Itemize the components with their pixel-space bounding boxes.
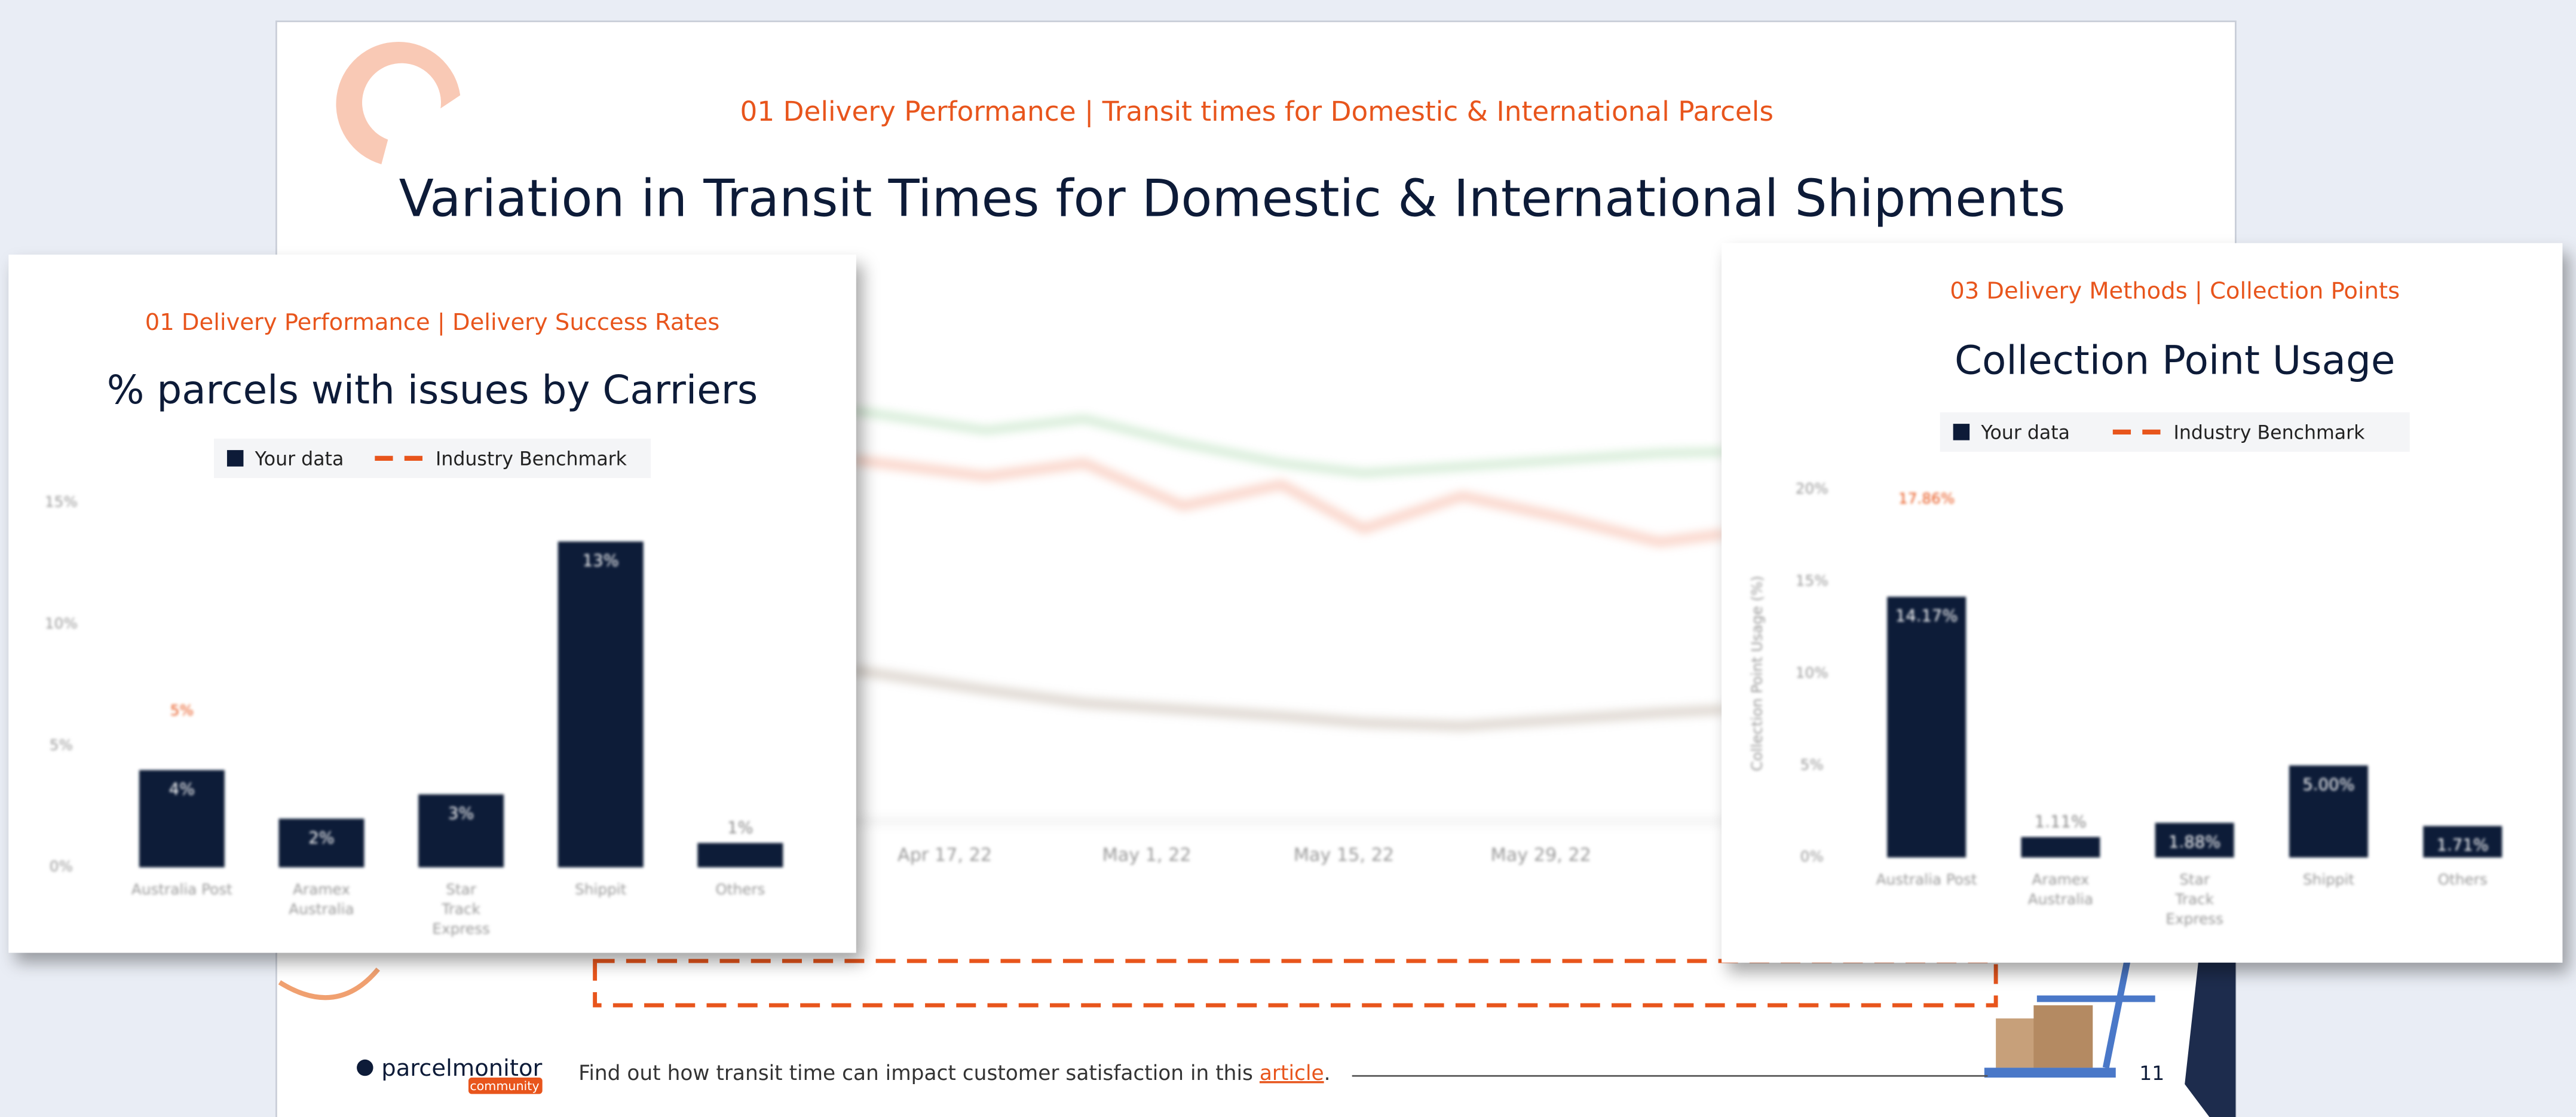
- x-tick-label: May 1, 22: [1102, 844, 1191, 865]
- box-illustration: [2033, 1005, 2093, 1067]
- data-label: 1.88%: [2168, 833, 2220, 852]
- legend-label: Industry Benchmark: [436, 449, 627, 470]
- page: {"background_slide":{"subtitle":"01 Deli…: [0, 0, 2576, 1117]
- data-label: 4%: [169, 779, 195, 798]
- y-tick-label: 20%: [1796, 480, 1828, 497]
- y-tick-label: 15%: [45, 493, 78, 510]
- data-label: 2%: [308, 828, 335, 847]
- slide-subtitle: 01 Delivery Performance | Transit times …: [740, 96, 1774, 128]
- screenshot: 01 Delivery Performance | Transit times …: [0, 0, 2576, 1117]
- y-tick-label: 5%: [50, 736, 73, 754]
- x-tick-label: Australia Post: [1876, 871, 1977, 888]
- footer-link[interactable]: article: [1260, 1061, 1324, 1085]
- benchmark-label: 17.86%: [1898, 489, 1955, 507]
- legend-swatch: [1953, 424, 1969, 440]
- footer-punctuation: .: [1324, 1061, 1331, 1085]
- legend-label: Industry Benchmark: [2174, 423, 2366, 444]
- x-tick-label: Others: [715, 881, 765, 898]
- cart-illustration: [1984, 1068, 2116, 1078]
- data-label: 1.11%: [2035, 812, 2087, 831]
- y-tick-label: 0%: [1800, 848, 1824, 865]
- data-label: 5.00%: [2302, 775, 2354, 794]
- data-label: 14.17%: [1895, 607, 1958, 626]
- x-tick-label: Apr 17, 22: [898, 844, 992, 865]
- legend-label: Your data: [1980, 423, 2070, 444]
- legend-label: Your data: [255, 449, 344, 470]
- data-label: 1.71%: [2437, 836, 2489, 855]
- y-tick-label: 0%: [50, 858, 73, 875]
- benchmark-label: 5%: [170, 702, 194, 719]
- page-number: 11: [2139, 1061, 2164, 1085]
- chart-title: Collection Point Usage: [1955, 337, 2395, 383]
- x-tick-label: Others: [2438, 871, 2488, 888]
- data-label: 3%: [448, 804, 474, 823]
- chart-title: % parcels with issues by Carriers: [107, 367, 758, 413]
- x-tick-label: Shippit: [2303, 871, 2354, 888]
- y-tick-label: 5%: [1800, 756, 1824, 773]
- x-tick-label: May 29, 22: [1491, 844, 1591, 865]
- legend-swatch: [227, 450, 243, 466]
- x-tick-label: Australia Post: [131, 881, 232, 898]
- chart-subtitle: 03 Delivery Methods | Collection Points: [1950, 278, 2400, 305]
- x-tick-label: May 15, 22: [1294, 844, 1394, 865]
- y-axis-label: Collection Point Usage (%): [1748, 576, 1766, 771]
- bar: [2021, 837, 2100, 858]
- data-label: 1%: [727, 818, 753, 837]
- logo-icon: [357, 1060, 373, 1076]
- bar: [558, 541, 644, 867]
- chart-subtitle: 01 Delivery Performance | Delivery Succe…: [145, 309, 720, 336]
- bar: [1887, 597, 1966, 858]
- y-tick-label: 15%: [1796, 572, 1828, 589]
- bar: [697, 843, 783, 868]
- footer-text: Find out how transit time can impact cus…: [578, 1061, 1253, 1085]
- y-tick-label: 10%: [1796, 664, 1828, 681]
- brand-tag: community: [470, 1079, 539, 1093]
- y-tick-label: 10%: [45, 614, 78, 632]
- data-label: 13%: [583, 551, 619, 570]
- x-tick-label: Shippit: [575, 881, 626, 898]
- slide-title: Variation in Transit Times for Domestic …: [399, 170, 2066, 229]
